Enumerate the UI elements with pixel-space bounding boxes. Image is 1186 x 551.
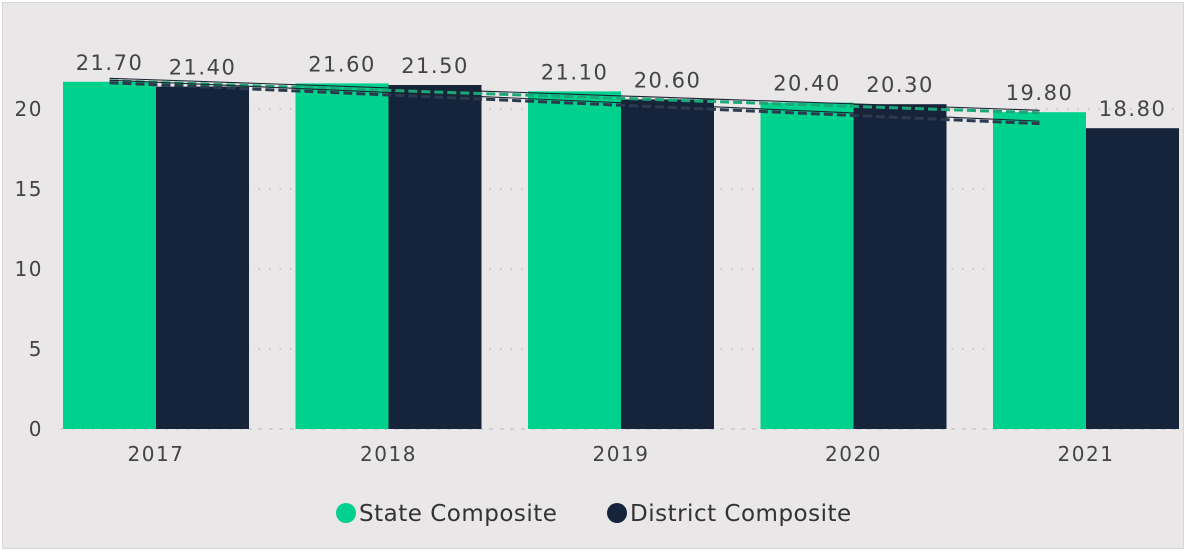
- bar-district-2018[interactable]: [388, 85, 482, 429]
- legend[interactable]: State Composite District Composite: [336, 501, 852, 527]
- bar-state-2018[interactable]: [295, 83, 389, 430]
- x-tick-label: 2017: [128, 442, 185, 466]
- y-tick-label: 0: [29, 417, 43, 441]
- data-label-district-2021: 18.80: [1099, 97, 1167, 121]
- y-tick-label: 20: [15, 97, 43, 121]
- x-tick-label: 2020: [825, 442, 882, 466]
- legend-item-state[interactable]: State Composite: [336, 501, 557, 527]
- trend-line-district: [109, 79, 1040, 122]
- trend-line-state: [109, 77, 1040, 111]
- data-label-state-2018: 21.60: [308, 52, 376, 76]
- data-labels: 21.70 21.40 21.60 21.50 21.10 20.60 20.40 20.30…: [76, 51, 1167, 121]
- y-axis: 0 5 10 15 20: [15, 97, 43, 441]
- data-label-state-2019: 21.10: [541, 60, 609, 84]
- data-label-district-2017: 21.40: [169, 56, 237, 80]
- data-label-district-2020: 20.30: [866, 73, 934, 97]
- bar-district-2019[interactable]: [621, 99, 714, 430]
- y-tick-label: 10: [15, 257, 43, 281]
- bar-state-2021[interactable]: [993, 112, 1086, 429]
- x-tick-label: 2021: [1058, 442, 1115, 466]
- bar-state-2017[interactable]: [63, 81, 156, 430]
- bar-state-2019[interactable]: [528, 91, 621, 430]
- x-axis: 2017 2018 2019 2020 2021: [128, 442, 1115, 466]
- bar-district-2020[interactable]: [853, 104, 947, 429]
- legend-marker: [336, 503, 356, 523]
- legend-label: District Composite: [630, 501, 852, 527]
- legend-item-district[interactable]: District Composite: [607, 501, 852, 527]
- trend-lines: [109, 77, 1040, 126]
- data-label-district-2018: 21.50: [401, 54, 469, 78]
- x-tick-label: 2019: [593, 442, 650, 466]
- trend-line-dash-district: [109, 81, 1040, 126]
- data-label-state-2021: 19.80: [1006, 81, 1074, 105]
- y-tick-label: 5: [29, 337, 43, 361]
- trend-line-dash-state: [109, 79, 1040, 115]
- bar-district-2017[interactable]: [156, 86, 249, 429]
- legend-label: State Composite: [359, 501, 557, 527]
- data-label-district-2019: 20.60: [634, 68, 702, 92]
- x-tick-label: 2018: [360, 442, 417, 466]
- bars: [63, 81, 1179, 430]
- legend-marker: [607, 503, 627, 523]
- y-tick-label: 15: [15, 177, 43, 201]
- data-label-state-2020: 20.40: [773, 72, 841, 96]
- bar-state-2020[interactable]: [760, 102, 854, 429]
- bar-district-2021[interactable]: [1086, 128, 1179, 429]
- data-label-state-2017: 21.70: [76, 51, 144, 75]
